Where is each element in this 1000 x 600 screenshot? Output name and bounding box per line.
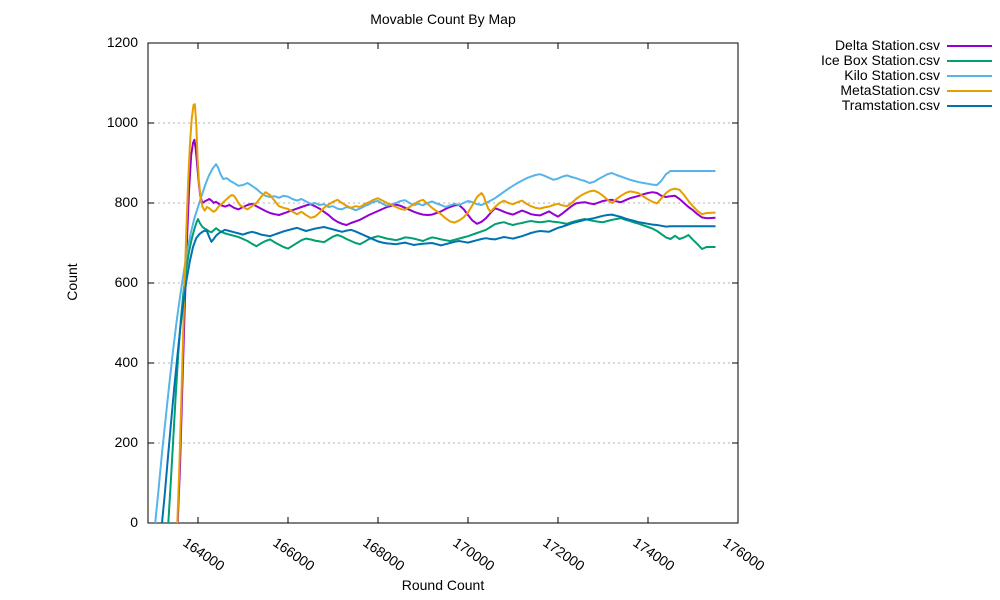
y-tick-label: 800	[114, 194, 138, 210]
legend-item: Delta Station.csv	[821, 38, 992, 53]
y-tick-label: 600	[114, 274, 138, 290]
legend-item: Kilo Station.csv	[821, 68, 992, 83]
y-tick-label: 1200	[106, 34, 138, 50]
legend-line-swatch	[947, 59, 992, 62]
y-tick-label: 200	[114, 434, 138, 450]
x-axis-label: Round Count	[401, 577, 485, 593]
legend-item: MetaStation.csv	[821, 83, 992, 98]
legend-line-swatch	[947, 89, 992, 92]
y-tick-label: 400	[114, 354, 138, 370]
legend-label: MetaStation.csv	[840, 82, 940, 98]
legend-label: Ice Box Station.csv	[820, 52, 940, 68]
legend-line-swatch	[947, 104, 992, 107]
y-tick-label: 0	[130, 514, 138, 530]
legend-label: Tramstation.csv	[841, 97, 940, 113]
legend-item: Ice Box Station.csv	[821, 53, 992, 68]
legend-label: Delta Station.csv	[834, 37, 940, 53]
legend: Delta Station.csv Ice Box Station.csv Ki…	[821, 38, 992, 113]
legend-line-swatch	[947, 74, 992, 77]
legend-label: Kilo Station.csv	[844, 67, 940, 83]
y-tick-label: 1000	[106, 114, 138, 130]
chart-title: Movable Count By Map	[370, 11, 516, 27]
legend-line-swatch	[947, 44, 992, 47]
legend-item: Tramstation.csv	[821, 98, 992, 113]
